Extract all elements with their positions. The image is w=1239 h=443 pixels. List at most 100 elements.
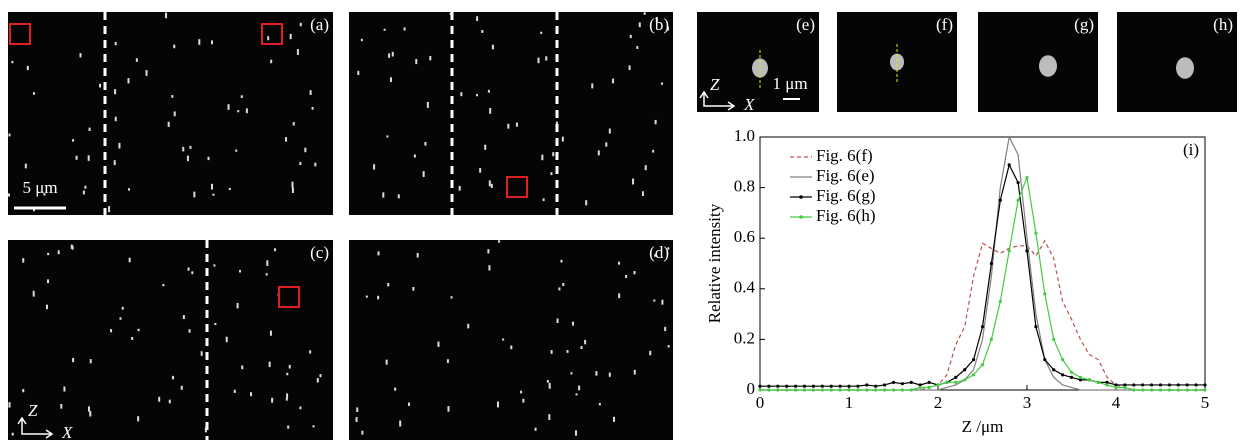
speckle (497, 401, 499, 407)
speckle (361, 431, 363, 435)
point (1097, 381, 1100, 384)
speckle (560, 260, 562, 263)
point (1132, 388, 1135, 391)
speckle (634, 370, 636, 375)
figure: (a)(b)(c)(d)(e)(f)(g)(h)5 μm1 μmZXZX 012… (0, 0, 1239, 443)
point (803, 385, 806, 388)
point (1150, 388, 1153, 391)
point (785, 385, 788, 388)
speckle (388, 53, 390, 57)
spot (1039, 55, 1057, 77)
speckle (300, 23, 302, 26)
y-tick-label: 0 (747, 379, 756, 398)
speckle (570, 372, 572, 374)
speckle (642, 191, 644, 196)
speckle (146, 70, 148, 76)
point (1159, 388, 1162, 391)
speckle (173, 45, 175, 49)
speckle (404, 27, 406, 30)
speckle (510, 345, 512, 349)
y-tick-label: 0.6 (734, 227, 755, 246)
speckle (613, 417, 615, 422)
point (999, 199, 1002, 202)
point (1177, 383, 1180, 386)
speckle (429, 56, 431, 60)
point (1034, 232, 1037, 235)
y-tick-label: 1.0 (734, 126, 755, 145)
point (776, 385, 779, 388)
point (803, 388, 806, 391)
speckle (89, 411, 91, 416)
speckle (168, 122, 170, 127)
speckle (644, 12, 646, 15)
speckle (550, 172, 552, 175)
speckle (412, 287, 414, 291)
speckle (537, 58, 539, 64)
speckle (312, 107, 314, 110)
speckle (183, 315, 185, 319)
speckle (417, 253, 419, 258)
x-tick-label: 3 (1023, 393, 1032, 412)
speckle (639, 22, 641, 27)
speckle (540, 32, 542, 34)
speckle (292, 187, 294, 193)
speckle (447, 359, 449, 363)
speckle (664, 327, 666, 331)
speckle (314, 163, 316, 167)
point (1034, 325, 1037, 328)
speckle (239, 270, 241, 273)
point (1052, 338, 1055, 341)
speckle (211, 184, 213, 190)
speckle (108, 206, 110, 212)
speckle (266, 260, 268, 266)
speckle (193, 192, 195, 198)
speckle (460, 92, 462, 96)
speckle (378, 251, 380, 255)
speckle (212, 194, 214, 196)
speckle (661, 300, 663, 305)
panel-label: (a) (310, 15, 329, 34)
speckle (266, 273, 268, 275)
speckle (487, 249, 489, 253)
speckle (489, 108, 491, 114)
point (776, 388, 779, 391)
speckle (572, 322, 574, 326)
speckle (661, 82, 663, 84)
speckle (187, 156, 189, 162)
speckle (668, 345, 670, 348)
speckle (72, 139, 74, 142)
speckle (198, 39, 200, 45)
point (1150, 383, 1153, 386)
speckle (171, 95, 173, 98)
speckle (481, 30, 483, 33)
panel-label: (g) (1074, 15, 1094, 34)
point (963, 378, 966, 381)
point (856, 388, 859, 391)
point (1177, 388, 1180, 391)
point (794, 388, 797, 391)
speckle (591, 83, 593, 88)
point (1203, 383, 1206, 386)
speckle (237, 303, 239, 308)
speckle (60, 404, 62, 409)
speckle (270, 60, 272, 63)
speckle (47, 279, 49, 283)
point (1123, 386, 1126, 389)
speckle (447, 406, 449, 412)
speckle (634, 271, 636, 274)
point (830, 388, 833, 391)
point (1186, 383, 1189, 386)
speckle (356, 407, 358, 412)
point (1008, 249, 1011, 252)
speckle (188, 267, 190, 270)
point (1203, 388, 1206, 391)
speckle (548, 414, 550, 420)
speckle (625, 275, 627, 278)
speckle (549, 387, 551, 389)
image-panel (349, 240, 673, 440)
speckle (189, 329, 191, 333)
speckle (114, 160, 116, 165)
x-tick-label: 5 (1201, 393, 1210, 412)
panel-label: (h) (1213, 15, 1233, 34)
speckle (191, 271, 193, 274)
